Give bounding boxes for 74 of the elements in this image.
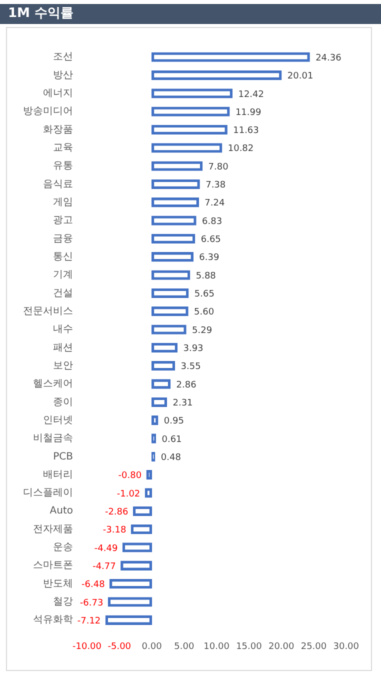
data-label: 0.48 xyxy=(160,453,182,463)
data-label: 11.99 xyxy=(235,108,262,118)
chart-title: 1M 수익률 xyxy=(0,4,381,24)
y-tick-label: 금융 xyxy=(53,233,73,244)
data-label: 12.42 xyxy=(238,90,264,100)
data-label: -0.80 xyxy=(118,471,142,482)
y-tick-label: 철강 xyxy=(53,596,73,608)
y-tick-label: 건설 xyxy=(53,288,73,299)
data-label: 5.60 xyxy=(194,308,214,318)
data-label: 24.36 xyxy=(316,53,342,64)
data-label: -6.48 xyxy=(82,580,106,590)
data-label: 10.82 xyxy=(228,144,254,154)
data-label: -6.73 xyxy=(80,598,104,608)
data-label: -4.49 xyxy=(94,544,118,554)
data-label: 5.29 xyxy=(192,326,212,336)
data-label: -4.77 xyxy=(92,562,116,572)
data-label: 6.65 xyxy=(200,235,221,246)
data-label: -7.12 xyxy=(77,616,101,626)
data-label: 2.31 xyxy=(172,398,193,409)
y-tick-label: 광고 xyxy=(53,215,73,226)
x-tick-label: -10.00 xyxy=(72,642,102,652)
x-tick-label: 30.00 xyxy=(333,642,360,652)
y-tick-label: 교육 xyxy=(53,142,73,154)
y-tick-label: 인터넷 xyxy=(43,414,73,426)
y-tick-label: 전문서비스 xyxy=(23,306,73,317)
y-tick-label: 화장품 xyxy=(43,124,73,136)
data-label: 11.63 xyxy=(233,126,259,136)
data-label: 0.95 xyxy=(164,416,184,427)
y-tick-label: 유통 xyxy=(53,160,73,172)
y-tick-label: 게임 xyxy=(53,196,73,208)
y-tick-label: 보안 xyxy=(53,360,73,372)
y-tick-label: 통신 xyxy=(53,251,73,262)
x-tick-label: 0.00 xyxy=(142,642,162,652)
data-label: -2.86 xyxy=(104,507,129,518)
data-label: 7.24 xyxy=(204,198,225,209)
y-tick-label: 음식료 xyxy=(43,178,73,190)
data-label: -1.02 xyxy=(116,489,140,500)
y-tick-label: 에너지 xyxy=(43,88,73,99)
data-label: 20.01 xyxy=(287,72,314,82)
y-tick-label: Auto xyxy=(50,506,73,517)
data-label: 6.83 xyxy=(202,216,222,227)
x-tick-label: 25.00 xyxy=(300,642,327,652)
data-label: 7.80 xyxy=(208,162,229,172)
y-tick-label: 전자제품 xyxy=(33,524,73,535)
y-tick-label: 종이 xyxy=(53,396,73,408)
y-tick-label: 배터리 xyxy=(43,469,73,480)
data-label: 5.65 xyxy=(194,290,214,300)
y-tick-label: 석유화학 xyxy=(33,614,73,626)
y-tick-label: 비철금속 xyxy=(33,433,73,444)
data-label: 3.55 xyxy=(180,362,201,372)
x-tick-label: 5.00 xyxy=(174,642,194,652)
data-label: 0.61 xyxy=(162,434,182,445)
data-label: 7.38 xyxy=(206,180,226,191)
y-tick-label: PCB xyxy=(53,451,74,462)
y-tick-label: 운송 xyxy=(53,542,73,554)
y-tick-label: 반도체 xyxy=(43,578,73,590)
x-tick-label: 15.00 xyxy=(236,642,262,652)
data-label: 2.86 xyxy=(176,380,197,390)
x-tick-label: -5.00 xyxy=(108,642,132,652)
x-tick-label: 10.00 xyxy=(204,642,230,652)
y-tick-label: 디스플레이 xyxy=(23,488,73,499)
y-tick-label: 방산 xyxy=(53,70,73,81)
y-tick-label: 방송미디어 xyxy=(23,106,73,118)
y-tick-label: 패션 xyxy=(53,342,73,354)
data-label: 3.93 xyxy=(183,344,204,354)
data-label: -3.18 xyxy=(102,526,126,536)
y-tick-label: 스마트폰 xyxy=(33,560,73,572)
x-tick-label: 20.00 xyxy=(268,642,294,652)
y-tick-label: 기계 xyxy=(53,270,73,281)
data-label: 6.39 xyxy=(199,253,220,264)
data-label: 5.88 xyxy=(196,271,216,282)
y-tick-label: 내수 xyxy=(53,324,73,336)
y-tick-label: 헬스케어 xyxy=(33,378,73,390)
y-tick-label: 조선 xyxy=(53,52,73,63)
